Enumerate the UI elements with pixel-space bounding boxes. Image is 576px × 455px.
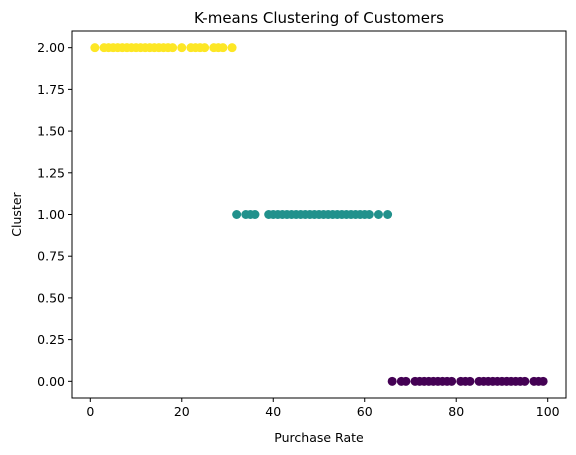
data-point-cluster-1 (250, 210, 259, 219)
data-point-cluster-1 (374, 210, 383, 219)
data-point-cluster-0 (447, 377, 456, 386)
data-point-cluster-2 (200, 43, 209, 52)
y-tick-label: 0.25 (37, 332, 65, 347)
y-tick-label: 1.75 (37, 82, 65, 97)
y-axis-label: Cluster (9, 191, 24, 236)
data-point-cluster-2 (90, 43, 99, 52)
data-point-cluster-1 (232, 210, 241, 219)
x-tick-label: 100 (536, 404, 560, 419)
data-point-cluster-0 (401, 377, 410, 386)
y-tick-label: 1.00 (37, 207, 65, 222)
data-point-cluster-0 (388, 377, 397, 386)
data-point-cluster-2 (218, 43, 227, 52)
y-tick-label: 2.00 (37, 40, 65, 55)
y-tick-label: 0.75 (37, 249, 65, 264)
x-tick-label: 80 (448, 404, 464, 419)
data-point-cluster-0 (465, 377, 474, 386)
y-tick-label: 0.00 (37, 374, 65, 389)
data-point-cluster-2 (168, 43, 177, 52)
data-point-cluster-0 (520, 377, 529, 386)
y-tick-label: 1.25 (37, 165, 65, 180)
x-axis-label: Purchase Rate (274, 430, 364, 445)
chart-title: K-means Clustering of Customers (194, 9, 444, 27)
data-point-cluster-0 (539, 377, 548, 386)
x-tick-label: 20 (174, 404, 190, 419)
data-point-cluster-1 (365, 210, 374, 219)
x-tick-label: 60 (357, 404, 373, 419)
y-tick-label: 0.50 (37, 290, 65, 305)
data-point-cluster-2 (228, 43, 237, 52)
x-tick-label: 40 (265, 404, 281, 419)
data-point-cluster-2 (177, 43, 186, 52)
y-tick-label: 1.50 (37, 124, 65, 139)
x-tick-label: 0 (86, 404, 94, 419)
data-point-cluster-1 (383, 210, 392, 219)
